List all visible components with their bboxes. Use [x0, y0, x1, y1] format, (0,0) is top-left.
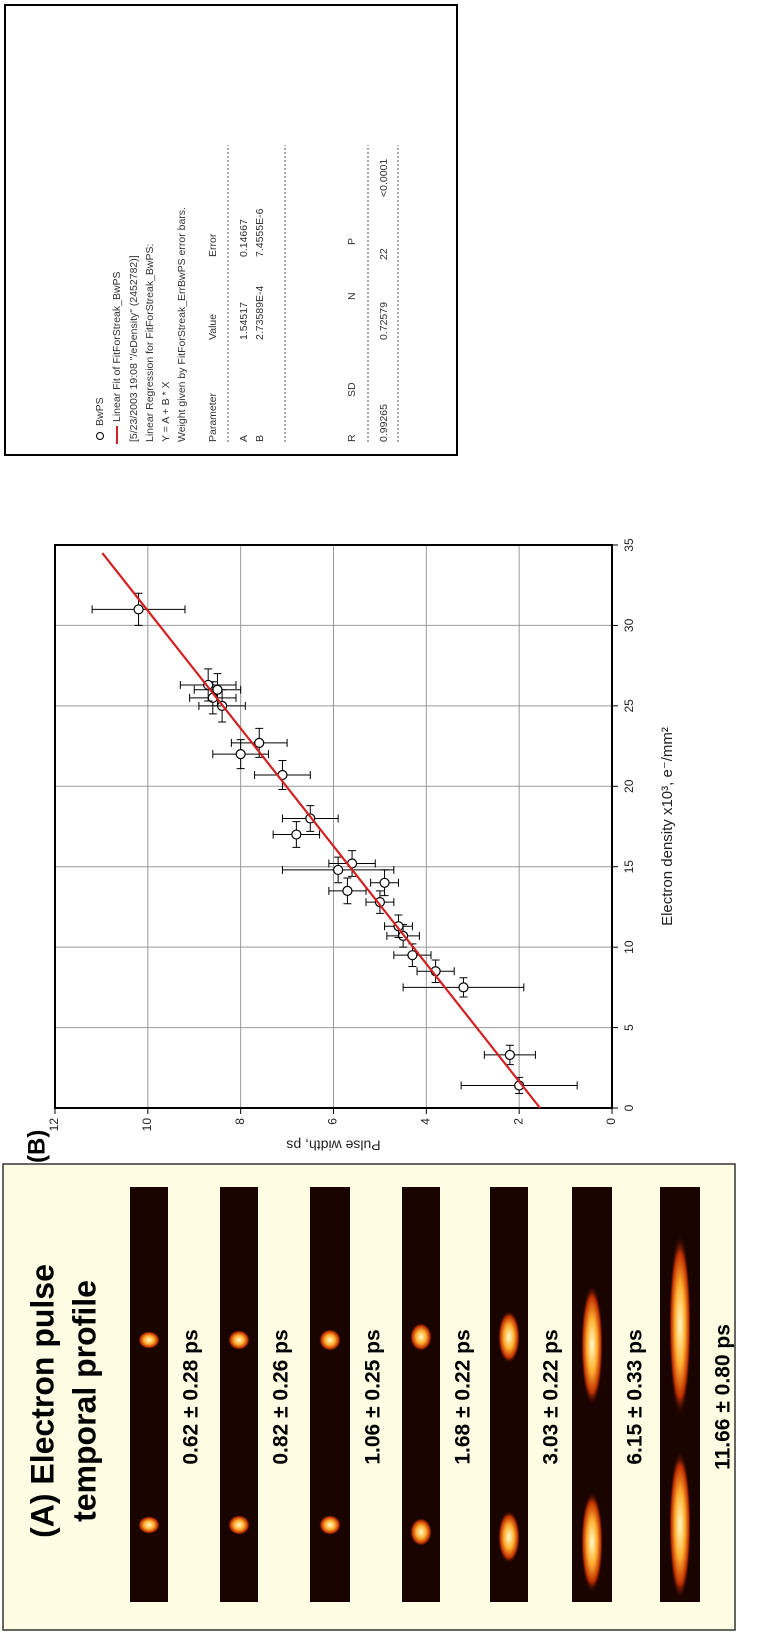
table-cell: 0.72579: [378, 302, 390, 340]
table-cell: 22: [378, 248, 390, 260]
table-cell: A: [238, 435, 250, 442]
pulse-width-label: 6.15 ± 0.33 ps: [624, 1329, 647, 1464]
streak-image: [490, 1187, 528, 1602]
data-point: [333, 864, 344, 876]
y-tick-label: 0: [604, 1118, 618, 1125]
data-point: [212, 684, 223, 695]
x-axis-label: Electron density x10³, e⁻/mm²: [659, 727, 676, 926]
pulse-spot: [669, 1235, 691, 1415]
x-tick-label: 20: [622, 779, 636, 793]
fit-line: [101, 552, 541, 1109]
y-tick-label: 10: [140, 1118, 154, 1132]
x-tick-label: 25: [622, 699, 636, 713]
table-header: Error: [207, 233, 219, 257]
pulse-spot: [319, 1329, 341, 1351]
data-point: [291, 829, 302, 840]
pulse-spot: [319, 1515, 341, 1535]
data-point: [407, 950, 418, 961]
legend-entry: Linear Fit of FitForStreak_BwPS: [111, 271, 123, 422]
data-point: [458, 982, 469, 993]
pulse-width-label: 3.03 ± 0.22 ps: [540, 1329, 563, 1464]
data-point: [504, 1049, 515, 1061]
pulse-spot: [138, 1331, 160, 1349]
streak-image: [402, 1187, 440, 1602]
pulse-spot: [410, 1323, 432, 1351]
pulse-width-label: 1.06 ± 0.25 ps: [362, 1329, 385, 1464]
pulse-spot: [410, 1518, 432, 1546]
table-cell: 2.73589E-4: [254, 286, 266, 340]
panel-a-title: (A) Electron pulse: [24, 1264, 60, 1538]
data-point: [133, 604, 144, 615]
pulse-width-label: 0.62 ± 0.28 ps: [180, 1329, 203, 1464]
streak-image: [130, 1187, 168, 1602]
x-tick-label: 35: [622, 538, 636, 552]
streak-image: [220, 1187, 258, 1602]
table-header: SD: [346, 382, 358, 397]
pulse-spot: [498, 1311, 520, 1363]
pulse-width-label: 1.68 ± 0.22 ps: [452, 1329, 475, 1464]
table-cell: <0.0001: [378, 159, 390, 197]
plot-frame: [54, 544, 613, 1109]
table-header: N: [346, 292, 358, 300]
pulse-spot: [138, 1516, 160, 1534]
data-point: [379, 877, 390, 888]
streak-image: [310, 1187, 350, 1602]
pulse-spot: [669, 1451, 691, 1599]
table-cell: 0.14667: [238, 219, 250, 257]
y-tick-label: 2: [511, 1118, 525, 1125]
pulse-spot: [228, 1330, 250, 1350]
legend-marker: [96, 432, 104, 440]
pulse-spot: [581, 1492, 603, 1592]
pulse-spot: [581, 1285, 603, 1405]
fit-report-box: [4, 4, 458, 456]
rotated-figure: (A) Electron pulse temporal profile 0.62 ±…: [2, 4, 736, 1631]
data-point: [235, 749, 246, 760]
report-line: Y = A + B * X: [160, 381, 172, 442]
table-header: R: [346, 434, 358, 442]
report-line: [5/23/2003 19:08 "/eDensity" (2452782)]: [128, 255, 140, 442]
table-header: Parameter: [207, 392, 219, 442]
table-cell: B: [254, 435, 266, 442]
data-point: [342, 885, 353, 896]
y-tick-label: 6: [326, 1118, 340, 1125]
data-point: [254, 737, 265, 748]
pulse-width-label: 11.66 ± 0.80 ps: [712, 1324, 735, 1470]
table-header: Value: [207, 314, 219, 340]
pulse-width-label: 0.82 ± 0.26 ps: [270, 1329, 293, 1464]
table-header: P: [346, 238, 358, 245]
table-cell: 0.99265: [378, 404, 390, 442]
x-tick-label: 0: [622, 1104, 636, 1111]
y-tick-label: 4: [419, 1118, 433, 1125]
pulse-spot: [498, 1511, 520, 1563]
legend-entry: BwPS: [94, 397, 106, 426]
x-tick-label: 15: [622, 860, 636, 874]
x-tick-label: 30: [622, 618, 636, 632]
report-line: Weight given by FitForStreak_ErrBwPS err…: [176, 207, 188, 442]
panel-a-box: [2, 1163, 736, 1631]
table-cell: 7.4555E-6: [254, 208, 266, 257]
panel-label: (B): [23, 1130, 50, 1163]
y-tick-label: 8: [233, 1118, 247, 1125]
x-tick-label: 5: [622, 1024, 636, 1031]
y-axis-label: Pulse width, ps: [286, 1137, 380, 1153]
pulse-spot: [228, 1515, 250, 1535]
y-tick-label: 12: [47, 1118, 61, 1132]
panel-a-title: temporal profile: [66, 1280, 102, 1522]
table-cell: 1.54517: [238, 302, 250, 340]
x-tick-label: 10: [622, 940, 636, 954]
report-line: Linear Regression for FitForStreak_BwPS:: [144, 244, 156, 442]
